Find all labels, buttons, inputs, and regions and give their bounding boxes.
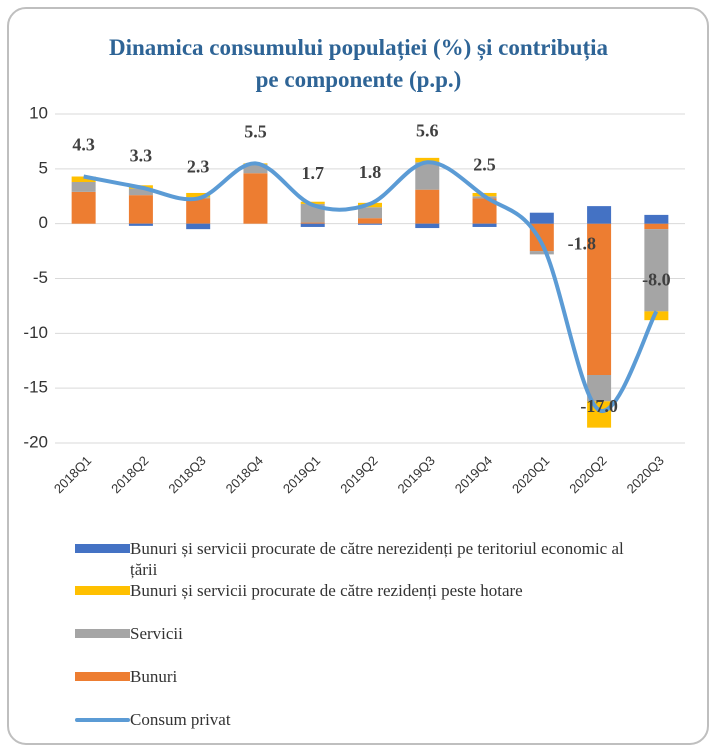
- data-label: 1.8: [359, 162, 382, 182]
- legend-item: Bunuri și servicii procurate de către re…: [75, 580, 685, 601]
- bar: [644, 223, 669, 230]
- legend-swatch: [75, 586, 130, 595]
- data-label: 1.7: [301, 163, 324, 183]
- data-label: 5.5: [244, 121, 267, 141]
- chart-title: Dinamica consumului populației (%) și co…: [108, 35, 609, 92]
- bar: [186, 192, 211, 198]
- legend-item: Consum privat: [75, 709, 685, 730]
- data-label: 2.5: [473, 154, 496, 174]
- y-tick-label: 10: [29, 103, 48, 122]
- data-label: -1.8: [568, 234, 597, 254]
- bar: [587, 401, 612, 428]
- legend-item: Bunuri: [75, 666, 685, 687]
- data-label: 4.3: [72, 135, 95, 155]
- data-label: 5.6: [416, 120, 439, 140]
- bar: [587, 206, 612, 224]
- bar: [529, 251, 554, 255]
- bar: [415, 157, 440, 163]
- bar: [300, 201, 325, 204]
- bar: [358, 223, 382, 225]
- legend-item: Bunuri și servicii procurate de către ne…: [75, 538, 685, 580]
- bar: [587, 223, 612, 376]
- bar: [71, 191, 96, 224]
- data-label: -8.0: [642, 270, 671, 290]
- data-label: 3.3: [130, 146, 153, 166]
- bar: [243, 164, 268, 174]
- legend-swatch: [75, 672, 130, 681]
- bar: [415, 162, 440, 190]
- bar: [529, 212, 554, 224]
- data-label: -17.0: [580, 396, 618, 416]
- bar: [186, 223, 211, 230]
- bar: [415, 223, 440, 229]
- y-tick-label: 5: [39, 158, 48, 177]
- bar: [358, 207, 382, 219]
- bar: [300, 222, 325, 224]
- legend-label: Bunuri și servicii procurate de către ne…: [130, 539, 624, 579]
- legend-swatch: [75, 718, 130, 722]
- y-tick-label: 0: [39, 213, 48, 232]
- y-tick-label: -15: [23, 378, 48, 397]
- bar: [186, 198, 211, 224]
- y-tick-label: -10: [23, 323, 48, 342]
- bar: [71, 176, 96, 182]
- legend-swatch: [75, 544, 130, 553]
- legend-label: Servicii: [130, 624, 183, 643]
- chart-border: [7, 7, 709, 745]
- bar: [644, 229, 669, 312]
- bar: [243, 173, 268, 224]
- bar: [415, 189, 440, 224]
- legend: Bunuri și servicii procurate de către ne…: [75, 538, 685, 730]
- legend-label: Bunuri și servicii procurate de către re…: [130, 581, 523, 600]
- legend-swatch: [75, 629, 130, 638]
- bar: [128, 223, 153, 226]
- bar: [644, 214, 669, 224]
- legend-item: Servicii: [75, 623, 685, 644]
- line: [83, 160, 659, 413]
- bar: [358, 218, 382, 224]
- y-tick-label: -20: [23, 432, 48, 451]
- bar: [300, 223, 325, 227]
- legend-label: Consum privat: [130, 710, 231, 729]
- bar: [71, 181, 96, 192]
- legend-label: Bunuri: [130, 667, 178, 686]
- y-tick-label: -5: [33, 268, 48, 287]
- data-label: 2.3: [187, 157, 210, 177]
- bar: [128, 188, 153, 196]
- bar: [472, 223, 497, 227]
- bar: [128, 195, 153, 224]
